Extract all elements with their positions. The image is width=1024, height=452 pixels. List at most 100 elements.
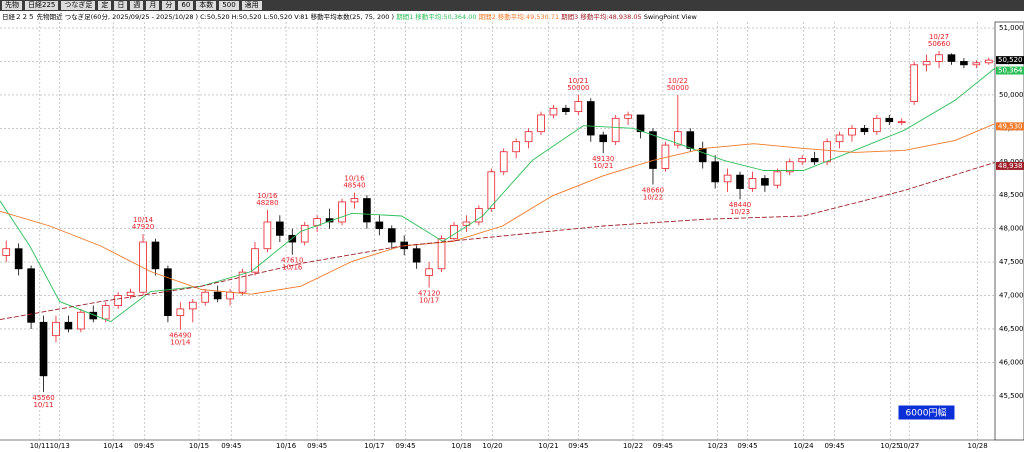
candle-body bbox=[586, 101, 595, 136]
x-tick-label: 09:45 bbox=[824, 442, 844, 450]
candle-body bbox=[14, 248, 23, 270]
candle-body bbox=[437, 238, 446, 270]
toolbar-item[interactable]: 日経225 bbox=[25, 1, 59, 10]
toolbar-item[interactable]: 60 bbox=[178, 1, 194, 10]
candle-body bbox=[698, 148, 707, 163]
x-tick-label: 09:45 bbox=[307, 442, 327, 450]
candle-body bbox=[748, 178, 757, 189]
swing-price: 50000 bbox=[567, 84, 589, 92]
candle-body bbox=[798, 158, 807, 163]
candle-body bbox=[338, 201, 346, 223]
candle-body bbox=[39, 321, 48, 377]
candle-body bbox=[139, 241, 147, 293]
candle-body bbox=[412, 248, 421, 263]
candle-body bbox=[52, 321, 60, 337]
x-tick-label: 10/23 bbox=[708, 442, 728, 450]
candle-body bbox=[574, 101, 583, 113]
price-tag-label: 48,938 bbox=[998, 162, 1023, 170]
candle-body bbox=[276, 221, 284, 236]
swing-date: 10/21 bbox=[568, 77, 588, 85]
toolbar-item[interactable]: 月 bbox=[146, 1, 160, 10]
toolbar-item[interactable]: 適用 bbox=[241, 1, 262, 10]
swing-date: 10/11 bbox=[33, 401, 53, 409]
candle-body bbox=[736, 174, 744, 189]
candle-body bbox=[549, 107, 558, 116]
x-tick-label: 10/28 bbox=[967, 442, 987, 450]
candle-body bbox=[810, 158, 819, 163]
candle-body bbox=[761, 178, 769, 186]
moving-average bbox=[0, 67, 996, 323]
x-tick-label: 09:45 bbox=[221, 442, 241, 450]
candle-body bbox=[164, 268, 172, 317]
toolbar-item[interactable]: 日 bbox=[114, 1, 128, 10]
toolbar-item[interactable]: 500 bbox=[219, 1, 239, 10]
candle-body bbox=[885, 117, 894, 123]
x-tick-label: 10/18 bbox=[451, 442, 471, 450]
y-tick-label: 51,000 bbox=[999, 24, 1024, 32]
candle-body bbox=[238, 271, 247, 293]
candle-body bbox=[524, 131, 533, 143]
swing-date: 10/16 bbox=[257, 192, 278, 200]
candle-body bbox=[947, 54, 956, 62]
x-tick-label: 10/27 bbox=[899, 442, 919, 450]
info-segment: 期間3 移動平均:48,938.05 bbox=[561, 12, 644, 21]
candle-body bbox=[263, 221, 272, 250]
swing-price: 48280 bbox=[256, 199, 278, 207]
swing-price: 48440 bbox=[729, 201, 751, 209]
axis-panel bbox=[994, 21, 1024, 441]
y-tick-label: 46,500 bbox=[999, 325, 1024, 333]
toolbar-item[interactable]: つなぎ足 bbox=[61, 1, 96, 10]
badge: 6000円幅 bbox=[906, 407, 947, 419]
swing-price: 50000 bbox=[667, 84, 689, 92]
swing-date: 10/14 bbox=[170, 339, 191, 347]
info-line: 日経２２５ 先物期近 つなぎ足(60分, 2025/09/25 - 2025/1… bbox=[2, 12, 698, 21]
candle-body bbox=[711, 161, 719, 183]
candle-body bbox=[512, 141, 520, 153]
swing-date: 10/14 bbox=[133, 216, 154, 224]
x-tick-label: 09:45 bbox=[395, 442, 415, 450]
toolbar-item[interactable]: 分 bbox=[162, 1, 176, 10]
candle-body bbox=[562, 107, 570, 113]
info-segment: 期間2 移動平均:49,530.71 bbox=[479, 12, 562, 21]
swing-date: 10/16 bbox=[344, 175, 365, 183]
y-tick-label: 47,500 bbox=[999, 258, 1024, 266]
x-tick-label: 10/20 bbox=[482, 442, 502, 450]
price-tag-label: 49,530 bbox=[998, 122, 1023, 130]
info-segment: 期間1 移動平均:50,364.00 bbox=[396, 12, 479, 21]
swing-date: 10/17 bbox=[419, 297, 439, 305]
swing-price: 50660 bbox=[928, 40, 950, 48]
candle-body bbox=[537, 114, 545, 133]
x-tick-label: 10/11 bbox=[30, 442, 50, 450]
x-tick-label: 09:45 bbox=[653, 442, 673, 450]
toolbar-item[interactable]: 定 bbox=[98, 1, 112, 10]
toolbar-item[interactable]: 週 bbox=[130, 1, 144, 10]
candle-body bbox=[2, 248, 11, 256]
candle-body bbox=[114, 295, 122, 306]
y-tick-label: 47,000 bbox=[999, 292, 1024, 300]
toolbar-item[interactable]: 先物 bbox=[2, 1, 22, 10]
toolbar-item[interactable]: 本数 bbox=[196, 1, 217, 10]
swing-date: 10/16 bbox=[282, 264, 303, 272]
candle-body bbox=[188, 301, 197, 310]
candle-body bbox=[723, 174, 732, 183]
candle-body bbox=[848, 127, 856, 136]
swing-date: 10/27 bbox=[929, 33, 949, 41]
price-tag bbox=[996, 56, 1024, 65]
candle-body bbox=[674, 131, 682, 146]
y-tick-label: 46,000 bbox=[999, 358, 1024, 366]
candle-body bbox=[823, 141, 831, 163]
candle-body bbox=[972, 62, 981, 66]
swing-date: 10/23 bbox=[730, 208, 750, 216]
candle-body bbox=[450, 224, 458, 240]
swing-price: 45560 bbox=[32, 394, 54, 402]
candle-body bbox=[27, 268, 35, 323]
candle-body bbox=[910, 64, 918, 102]
swing-price: 49130 bbox=[592, 155, 614, 163]
candle-body bbox=[984, 59, 993, 64]
